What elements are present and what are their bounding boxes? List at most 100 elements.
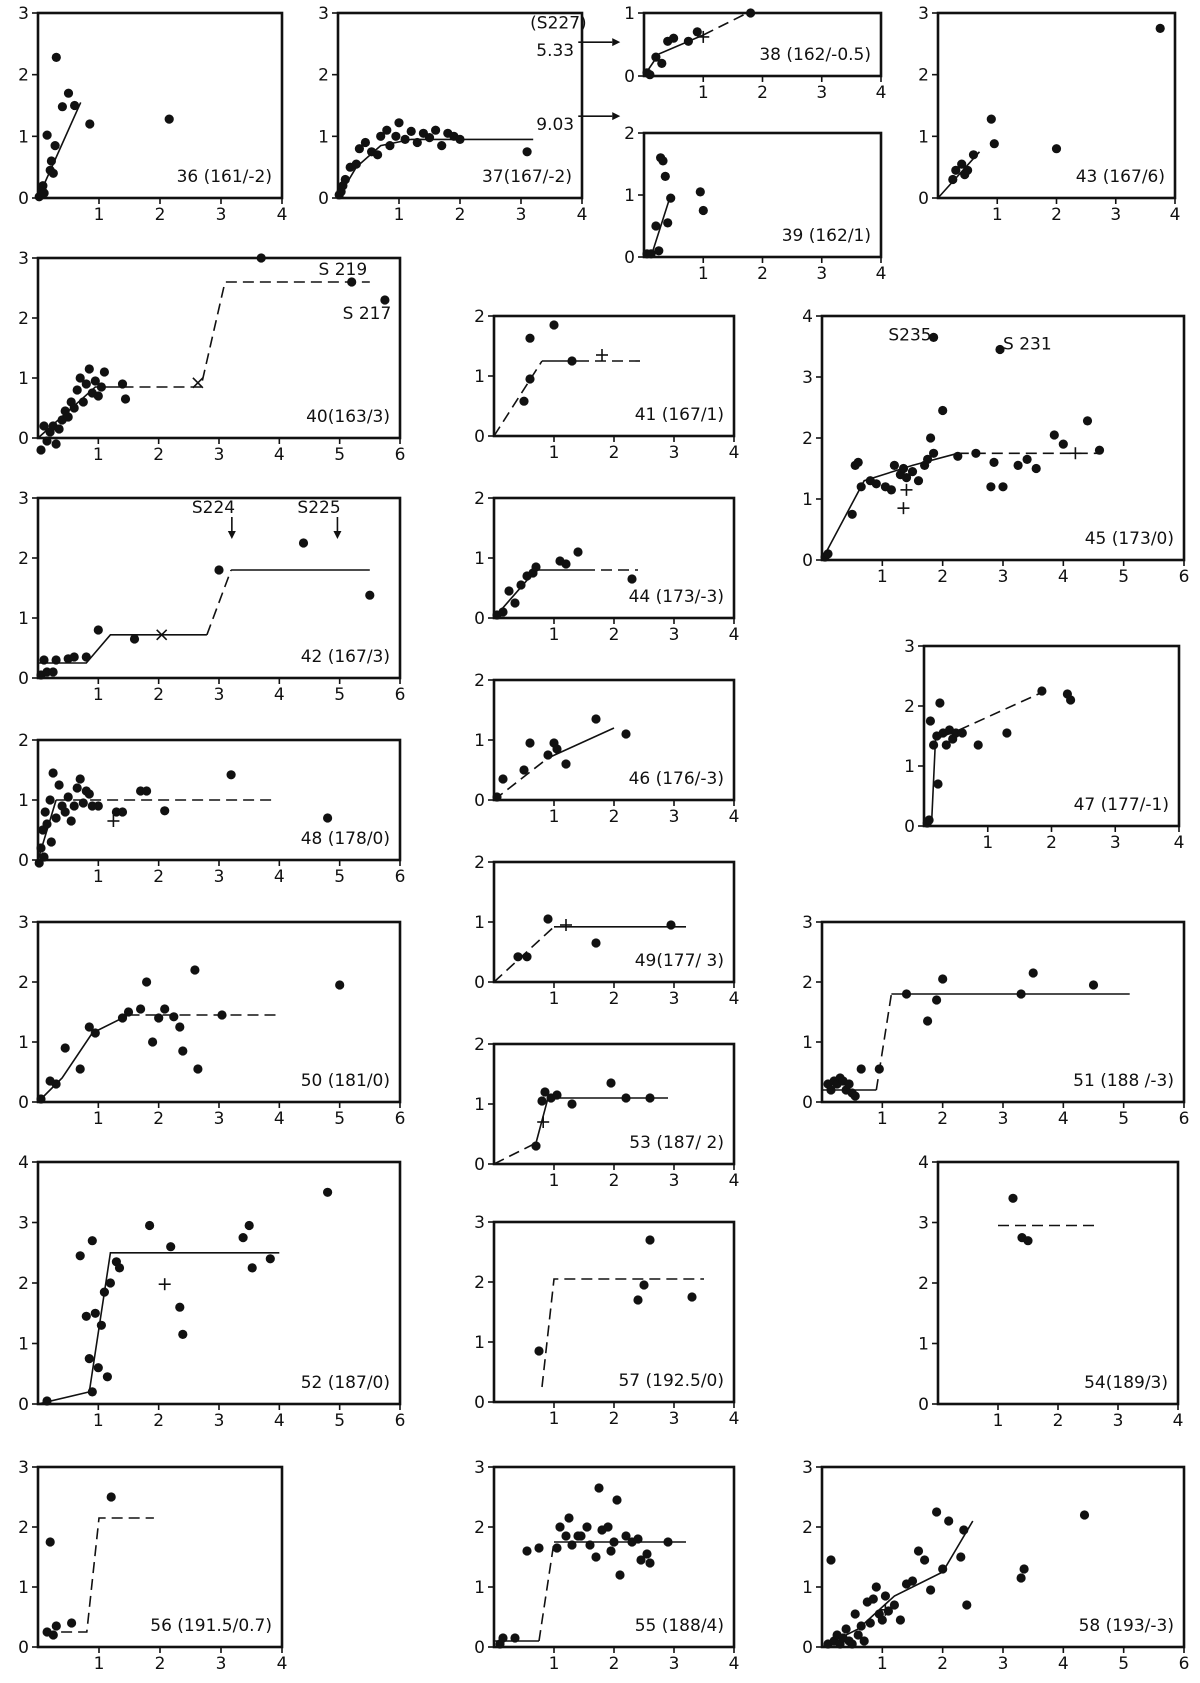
data-point <box>51 813 61 823</box>
data-point <box>525 333 535 343</box>
data-point <box>606 1546 616 1556</box>
data-point <box>81 652 91 662</box>
x-tick-label: 4 <box>1058 567 1069 587</box>
plus-marker <box>158 1278 171 1291</box>
x-tick-label: 6 <box>395 867 406 887</box>
x-tick-label: 4 <box>729 443 740 463</box>
data-point <box>510 598 520 608</box>
data-point <box>889 1600 900 1610</box>
x-tick-label: 4 <box>277 205 288 225</box>
y-tick-label: 1 <box>474 549 485 569</box>
x-tick-label: 3 <box>669 1171 680 1191</box>
data-point <box>534 1346 544 1356</box>
panel-label: 47 (177/-1) <box>1074 795 1169 815</box>
x-tick-label: 3 <box>998 1654 1009 1674</box>
data-point <box>907 467 918 477</box>
data-point <box>492 792 502 802</box>
data-point <box>973 740 983 750</box>
y-tick-label: 0 <box>904 817 915 837</box>
y-tick-label: 3 <box>918 4 929 24</box>
panel-label: 38 (162/-0.5) <box>759 45 871 65</box>
data-point <box>886 485 897 495</box>
x-tick-label: 3 <box>1110 205 1121 225</box>
panel-44-173-3: 1 2 3 4 0 1 2 44 (173/-3) <box>474 489 739 645</box>
y-tick-label: 3 <box>802 913 813 933</box>
panel-45-173-0: 1 2 3 4 5 6 0 1 2 3 4 S235 S 231 45 (173/0) <box>802 307 1189 587</box>
data-point <box>160 1004 170 1014</box>
data-point <box>543 914 553 924</box>
data-point <box>663 1537 673 1547</box>
x-tick-label: 4 <box>729 1171 740 1191</box>
data-point <box>54 424 64 434</box>
data-point <box>1082 416 1093 426</box>
data-point <box>93 1363 103 1373</box>
data-point <box>841 1624 851 1634</box>
data-point <box>552 1090 562 1100</box>
data-point <box>645 1235 655 1245</box>
x-tick-label: 5 <box>1118 1654 1129 1674</box>
data-point <box>84 364 94 374</box>
y-tick-label: 1 <box>918 127 929 147</box>
y-tick-label: 2 <box>18 731 29 751</box>
data-point <box>573 547 583 557</box>
y-tick-label: 0 <box>474 791 485 811</box>
y-tick-label: 1 <box>474 1578 485 1598</box>
dashed-trend-line <box>875 993 893 1091</box>
y-tick-label: 1 <box>802 490 813 510</box>
data-point <box>898 463 909 474</box>
data-point <box>214 565 224 575</box>
data-point <box>606 1078 616 1088</box>
data-point <box>989 457 999 467</box>
x-tick-label: 5 <box>334 1109 345 1129</box>
x-tick-label: 3 <box>214 1109 225 1129</box>
data-point <box>663 218 673 228</box>
dashed-trend-line <box>538 1541 555 1642</box>
data-point <box>654 246 664 256</box>
x-tick-label: 5 <box>1118 1109 1129 1129</box>
panel-label: 39 (162/1) <box>782 226 871 246</box>
x-tick-label: 4 <box>1173 1411 1184 1431</box>
data-point <box>69 652 79 662</box>
y-tick-label: 1 <box>474 367 485 387</box>
data-point <box>935 698 945 708</box>
x-tick-label: 5 <box>334 867 345 887</box>
data-point <box>962 1600 972 1610</box>
y-tick-label: 0 <box>802 551 813 571</box>
data-point <box>856 1621 866 1631</box>
y-tick-label: 3 <box>802 1458 813 1478</box>
x-tick-label: 4 <box>876 83 887 103</box>
data-point <box>178 1046 188 1056</box>
x-tick-label: 1 <box>993 1411 1004 1431</box>
data-point <box>45 1537 55 1547</box>
data-point <box>93 625 103 635</box>
data-point <box>826 1555 836 1565</box>
x-tick-label: 5 <box>334 685 345 705</box>
data-point <box>164 114 174 124</box>
x-tick-label: 3 <box>669 1654 680 1674</box>
plus-marker <box>107 815 120 827</box>
data-point <box>102 1372 112 1382</box>
y-tick-label: 2 <box>474 489 485 509</box>
y-tick-label: 1 <box>474 731 485 751</box>
y-tick-label: 1 <box>624 186 635 206</box>
data-point <box>971 448 981 458</box>
data-point <box>67 1618 77 1628</box>
data-point <box>871 479 881 489</box>
data-point <box>591 1552 601 1562</box>
x-tick-label: 2 <box>153 1411 164 1431</box>
data-point <box>123 1007 134 1017</box>
y-tick-label: 2 <box>474 307 485 327</box>
data-point <box>93 801 103 811</box>
x-tick-label: 4 <box>729 989 740 1009</box>
x-tick-label: 2 <box>455 205 466 225</box>
data-point <box>522 147 532 157</box>
y-tick-label: 0 <box>18 851 29 871</box>
panel-46-176-3: 1 2 3 4 0 1 2 46 (176/-3) <box>474 671 739 827</box>
y-tick-label: 3 <box>18 913 29 933</box>
x-tick-label: 3 <box>669 443 680 463</box>
y-tick-label: 1 <box>474 913 485 933</box>
y-tick-label: 3 <box>18 4 29 24</box>
data-point <box>87 1387 97 1397</box>
data-point <box>265 1254 275 1264</box>
